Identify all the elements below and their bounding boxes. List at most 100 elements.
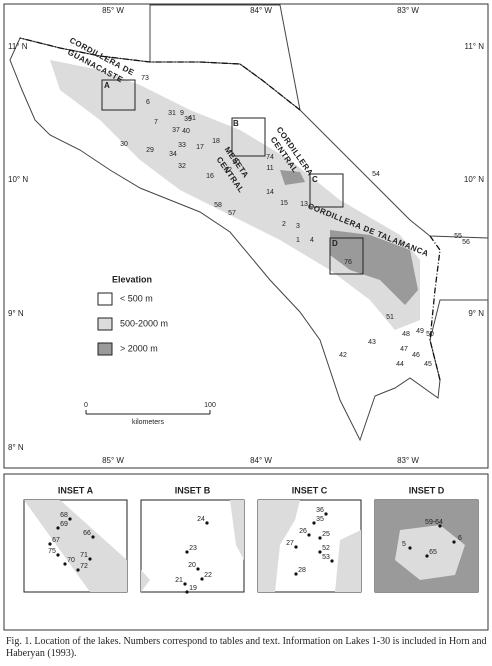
legend-label: < 500 m [120, 293, 153, 303]
lake-label: 6 [458, 535, 462, 542]
lake-label: 34 [169, 151, 177, 158]
lake-label: 31 [168, 110, 176, 117]
lake-label: 4 [310, 237, 314, 244]
lake-label: 52 [322, 545, 330, 552]
lake-label: 22 [204, 572, 212, 579]
lake-label: 12 [224, 167, 232, 174]
lake-dot [185, 590, 189, 594]
highland-mid [50, 60, 420, 330]
lake-dot [324, 512, 328, 516]
lake-label: 20 [188, 562, 196, 569]
latitude-label: 11° N [464, 42, 484, 51]
lake-label: 73 [141, 75, 149, 82]
lake-label: 32 [178, 163, 186, 170]
lake-label: 75 [48, 548, 56, 555]
lake-dot [196, 567, 200, 571]
lake-label: 57 [228, 210, 236, 217]
scale-unit: kilometers [132, 419, 164, 426]
lake-label: 53 [322, 554, 330, 561]
lake-label: 24 [197, 516, 205, 523]
lake-dot [56, 526, 60, 530]
inset-terrain [141, 500, 244, 592]
lake-dot [294, 572, 298, 576]
legend-title: Elevation [112, 274, 152, 284]
lake-label: 59-64 [425, 519, 443, 526]
lake-label: 27 [286, 540, 294, 547]
lake-label: 39 [184, 116, 192, 123]
latitude-label: 8° N [8, 443, 24, 452]
lake-dot [91, 535, 95, 539]
latitude-label: 9° N [8, 309, 24, 318]
lake-label: 28 [298, 567, 306, 574]
lake-label: 37 [172, 127, 180, 134]
lake-label: 15 [280, 200, 288, 207]
lake-label: 74 [266, 154, 274, 161]
lake-dot [438, 524, 442, 528]
lake-label: 69 [60, 521, 68, 528]
scale-label: 100 [204, 402, 216, 409]
lake-label: 45 [424, 361, 432, 368]
lake-label: 9 [180, 110, 184, 117]
inset-box [329, 237, 364, 275]
scale-label: 0 [84, 402, 88, 409]
inset-title: INSET C [292, 485, 328, 495]
lake-label: 17 [196, 144, 204, 151]
lake-label: 11 [266, 165, 273, 172]
lake-label: 5 [402, 541, 406, 548]
longitude-label: 83° W [397, 6, 419, 15]
lake-dot [330, 559, 334, 563]
lake-label: 29 [146, 147, 154, 154]
lake-label: 50 [426, 331, 434, 338]
inset-frame [140, 499, 245, 593]
longitude-label: 83° W [397, 456, 419, 465]
lake-dot [200, 577, 204, 581]
lake-dot [318, 550, 322, 554]
lake-dot [408, 546, 412, 550]
border [19, 37, 301, 111]
lake-label: 13 [300, 201, 308, 208]
longitude-label: 85° W [102, 456, 124, 465]
inset-terrain [395, 525, 465, 580]
lake-label: 67 [52, 537, 60, 544]
latitude-label: 11° N [8, 42, 28, 51]
legend-swatch [97, 342, 113, 356]
lake-label: 49 [416, 328, 424, 335]
lake-dot [294, 545, 298, 549]
lake-dot [307, 533, 311, 537]
legend-label: 500-2000 m [120, 318, 168, 328]
lake-label: 55 [454, 233, 462, 240]
latitude-label: 10° N [464, 175, 484, 184]
inset-marker: A [104, 81, 110, 90]
lake-dot [63, 562, 67, 566]
inset-terrain [24, 500, 127, 592]
caption: Fig. 1. Location of the lakes. Numbers c… [6, 636, 487, 659]
lake-label: 66 [83, 530, 91, 537]
lake-label: 7 [154, 119, 158, 126]
lake-label: 30 [120, 141, 128, 148]
inset-title: INSET B [175, 485, 211, 495]
lake-label: 44 [396, 361, 404, 368]
inset-box [101, 79, 136, 111]
longitude-label: 84° W [250, 456, 272, 465]
lake-dot [48, 542, 52, 546]
lake-label: 14 [266, 189, 274, 196]
lake-label: 71 [80, 552, 88, 559]
longitude-label: 85° W [102, 6, 124, 15]
insets: INSET A 68 69 66 67 75 70 71 72 INSET B 24 23 20 22 21… [23, 485, 479, 594]
legend-swatch [97, 292, 113, 306]
inset-marker: B [233, 119, 239, 128]
lake-label: 41 [188, 115, 196, 122]
lake-label: 1 [296, 237, 300, 244]
lake-label: 6 [146, 99, 150, 106]
lake-dot [76, 568, 80, 572]
lake-label: 2 [282, 221, 286, 228]
lake-label: 76 [344, 259, 352, 266]
highland-high [330, 230, 418, 305]
inset-marker: D [332, 239, 338, 248]
inset-title: INSET D [409, 485, 445, 495]
lake-label: 72 [80, 563, 88, 570]
lake-label: 48 [402, 331, 410, 338]
lake-label: 26 [299, 528, 307, 535]
